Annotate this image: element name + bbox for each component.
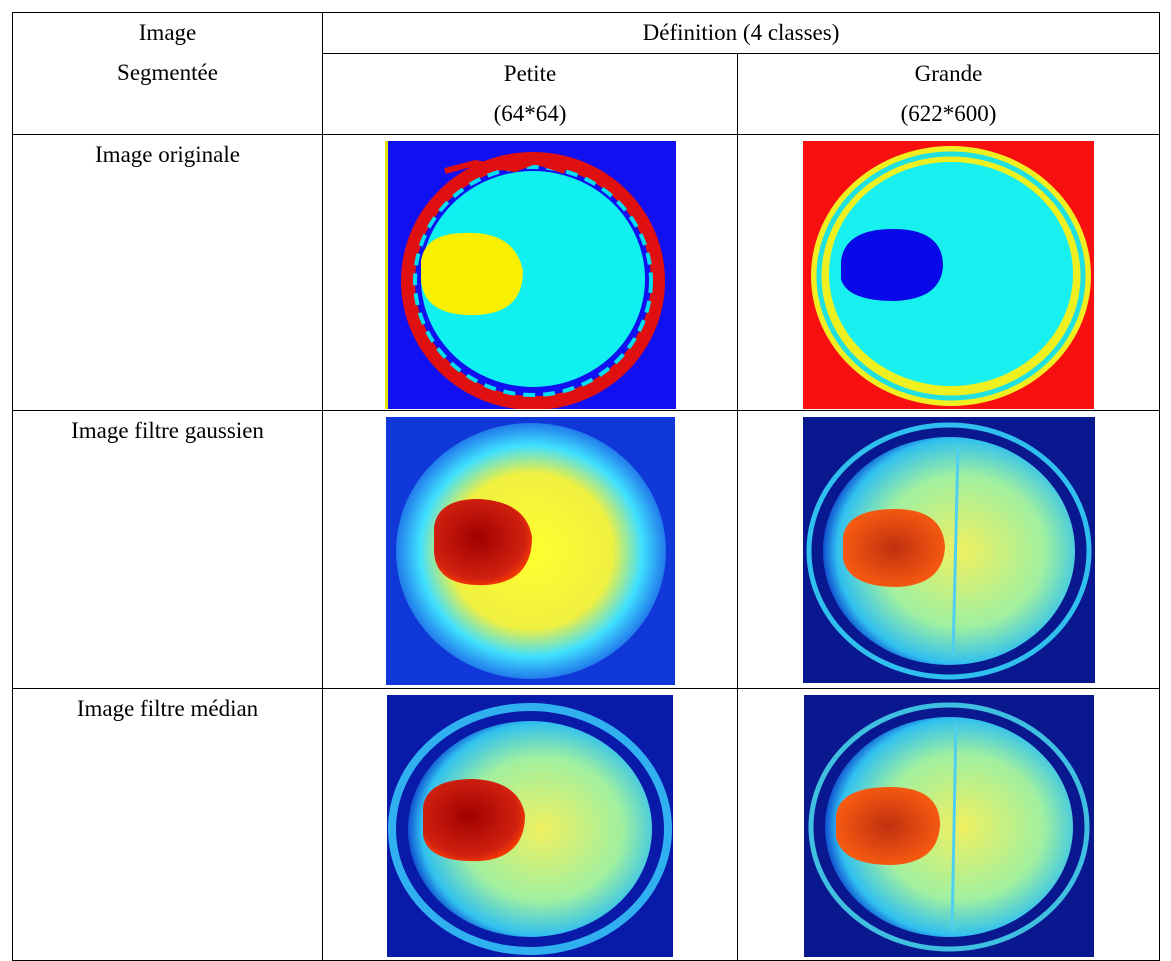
image-cell	[323, 689, 738, 961]
corner-cell: Image Segmentée	[13, 13, 323, 135]
image-cell	[323, 411, 738, 689]
image-cell	[738, 689, 1160, 961]
segmented-image	[803, 417, 1095, 683]
segmented-image	[386, 417, 675, 685]
row-label: Image originale	[13, 135, 323, 411]
results-table: Image Segmentée Définition (4 classes) P…	[12, 12, 1160, 961]
column-name: Grande	[738, 54, 1159, 94]
row-label: Image filtre gaussien	[13, 411, 323, 689]
row-label: Image filtre médian	[13, 689, 323, 961]
column-name: Petite	[323, 54, 737, 94]
corner-text: Segmentée	[13, 53, 322, 93]
segmented-image	[804, 695, 1094, 957]
segmented-image	[387, 695, 673, 957]
image-cell	[738, 411, 1160, 689]
group-header: Définition (4 classes)	[323, 13, 1160, 54]
segmented-image	[803, 141, 1094, 409]
segmented-image	[385, 141, 676, 409]
page: Image Segmentée Définition (4 classes) P…	[0, 0, 1171, 960]
corner-text: Image	[13, 13, 322, 53]
column-size: (622*600)	[738, 94, 1159, 134]
column-header: Grande (622*600)	[738, 54, 1160, 135]
column-header: Petite (64*64)	[323, 54, 738, 135]
image-cell	[738, 135, 1160, 411]
image-cell	[323, 135, 738, 411]
column-size: (64*64)	[323, 94, 737, 134]
